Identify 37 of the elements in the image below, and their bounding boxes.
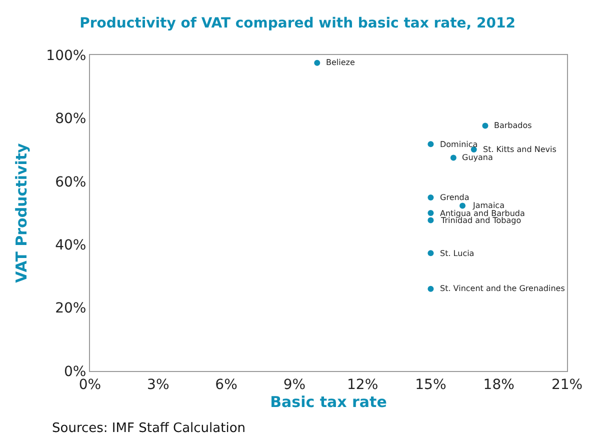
point bbox=[428, 210, 434, 216]
x-axis-title: Basic tax rate bbox=[270, 392, 387, 411]
annotation: Barbados bbox=[494, 121, 532, 130]
y-tick-label: 100% bbox=[46, 48, 86, 64]
x-tick-label: 12% bbox=[347, 376, 378, 393]
y-tick-label: 60% bbox=[55, 174, 86, 190]
annotation: Antigua and Barbuda bbox=[440, 209, 525, 218]
annotation: Guyana bbox=[462, 153, 493, 162]
annotation: St. Vincent and the Grenadines bbox=[440, 284, 565, 293]
y-axis-title: VAT Productivity bbox=[12, 142, 30, 283]
point bbox=[428, 250, 434, 256]
x-tick-label: 15% bbox=[415, 376, 446, 393]
annotation: Dominica bbox=[440, 140, 478, 149]
y-tick-label: 20% bbox=[55, 300, 86, 317]
x-tick-label: 9% bbox=[283, 376, 306, 393]
point bbox=[428, 194, 434, 201]
annotation: St. Kitts and Nevis bbox=[483, 145, 556, 154]
point bbox=[460, 202, 466, 209]
chart-title: Productivity of VAT compared with basic tax rate, 2012 bbox=[80, 15, 516, 32]
point bbox=[428, 286, 434, 292]
y-tick-label: 40% bbox=[55, 238, 86, 254]
point bbox=[428, 141, 434, 148]
point bbox=[450, 154, 456, 161]
source-note: Sources: IMF Staff Calculation bbox=[52, 421, 246, 436]
x-tick-label: 18% bbox=[483, 376, 514, 393]
point bbox=[314, 60, 320, 66]
x-tick-label: 6% bbox=[215, 376, 238, 393]
point bbox=[482, 122, 488, 129]
annotation: Grenda bbox=[440, 193, 470, 202]
annotation: St. Lucia bbox=[440, 249, 474, 258]
x-tick-label: 3% bbox=[147, 376, 170, 393]
y-tick-label: 80% bbox=[55, 111, 86, 128]
annotation: Jamaica bbox=[472, 201, 505, 210]
annotation: Trinidad and Tobago bbox=[440, 216, 522, 225]
x-tick-label: 21% bbox=[551, 376, 583, 393]
annotation: Belieze bbox=[326, 58, 355, 67]
point bbox=[428, 217, 434, 224]
